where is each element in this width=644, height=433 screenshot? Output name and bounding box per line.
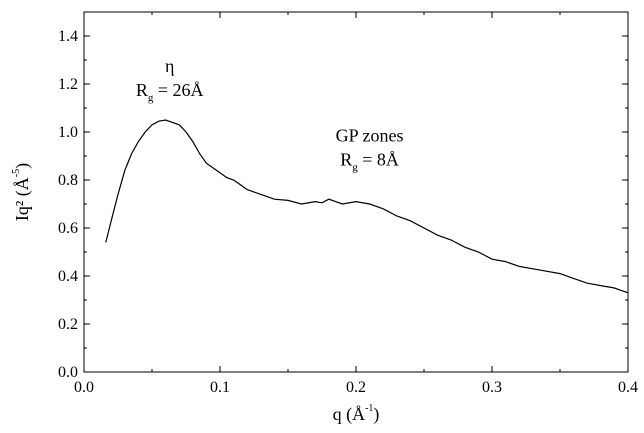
x-tick-label: 0.4 xyxy=(618,379,638,396)
y-axis-label-tail: ) xyxy=(12,163,33,169)
y-axis-label-sup: -5 xyxy=(11,169,22,177)
x-ticks: 0.0 0.1 0.2 0.3 0.4 xyxy=(74,12,638,396)
y-tick-label: 1.2 xyxy=(58,76,78,93)
x-axis-label-base: q (Å xyxy=(333,404,366,425)
annotation-line2: Rg = 8Å xyxy=(340,150,399,174)
x-axis-label: q (Å-1) xyxy=(333,403,380,425)
annotations: η Rg = 26Å GP zones Rg = 8Å xyxy=(136,56,404,174)
y-tick-label: 1.0 xyxy=(58,124,78,141)
y-tick-label: 0.8 xyxy=(58,172,78,189)
y-tick-label: 0.2 xyxy=(58,316,78,333)
y-tick-label: 0.4 xyxy=(58,268,78,285)
annotation-line1: GP zones xyxy=(336,126,404,146)
x-axis-label-tail: ) xyxy=(373,404,379,425)
x-tick-label: 0.2 xyxy=(346,379,366,396)
x-tick-label: 0.3 xyxy=(482,379,502,396)
series-line xyxy=(105,119,629,294)
x-tick-label: 0.1 xyxy=(210,379,230,396)
y-tick-label: 0.6 xyxy=(58,220,78,237)
x-axis-label-sup: -1 xyxy=(365,403,373,414)
y-tick-label: 0.0 xyxy=(58,364,78,381)
annotation-line1: η xyxy=(165,56,174,76)
annotation-line2: Rg = 26Å xyxy=(136,80,204,104)
x-tick-label: 0.0 xyxy=(74,379,94,396)
y-ticks: 0.0 0.2 0.4 0.6 0.8 1.0 1.2 1.4 xyxy=(58,28,628,381)
y-axis-label: Iq² (Å-5) xyxy=(11,163,33,221)
y-axis-label-base: Iq² (Å xyxy=(12,177,33,221)
y-tick-label: 1.4 xyxy=(58,28,78,45)
